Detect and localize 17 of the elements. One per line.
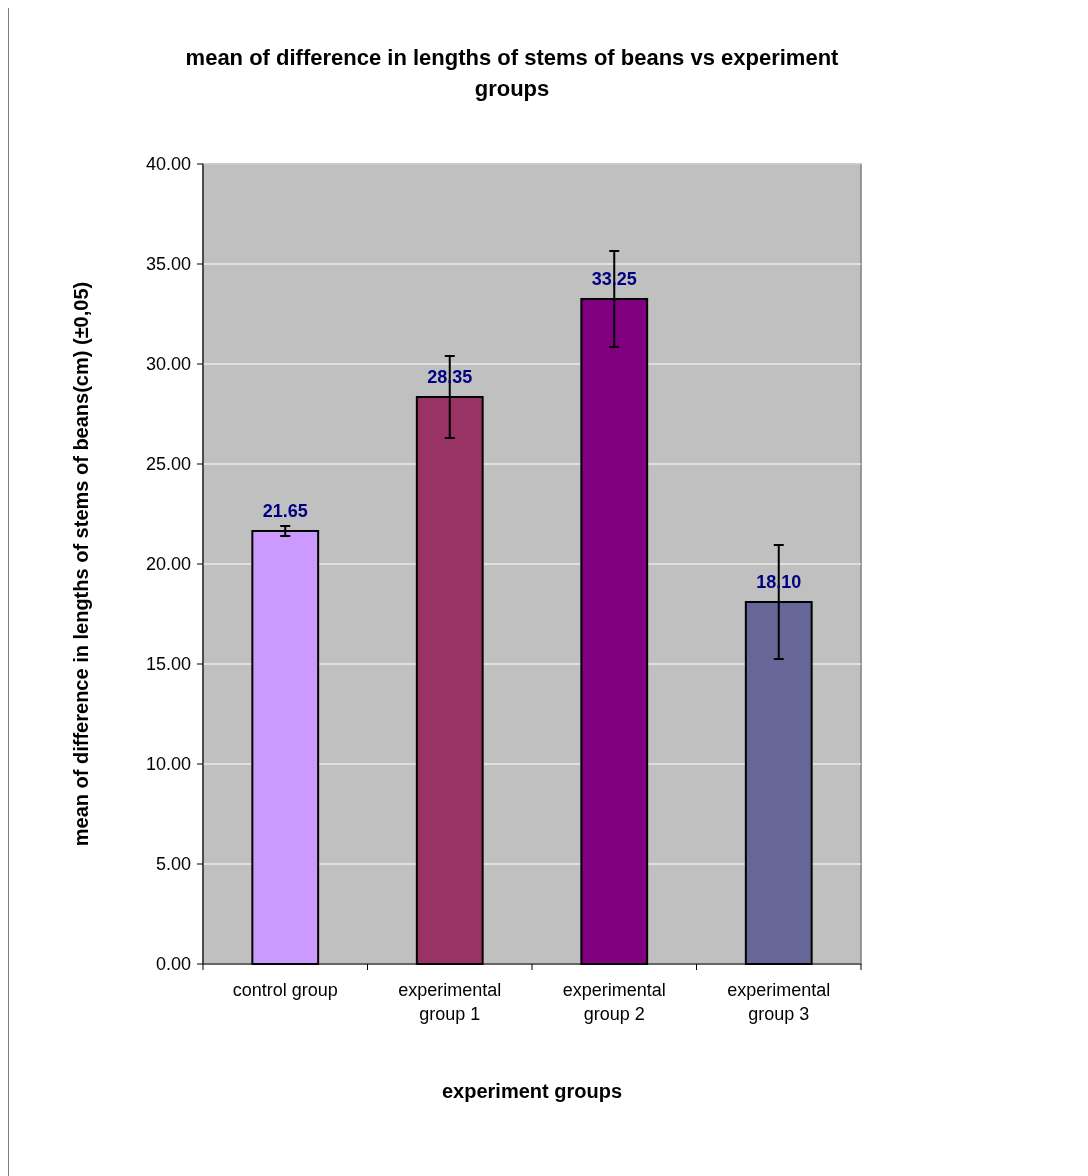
- y-tick-label: 25.00: [145, 454, 191, 475]
- chart-title: mean of difference in lengths of stems of beans vs experiment groups: [185, 45, 840, 101]
- y-tick-label: 40.00: [145, 154, 191, 175]
- x-tick-label: control group: [232, 980, 338, 1000]
- y-axis-title: mean of difference in lengths of stems of beans(cm) (±0,05): [70, 281, 92, 847]
- y-tick-label: 0.00: [155, 954, 191, 975]
- y-tick-label: 10.00: [145, 754, 191, 775]
- y-tick-label: 5.00: [155, 854, 191, 875]
- x-tick-label: experimental group 3: [727, 980, 831, 1024]
- x-tick-label: experimental group 2: [562, 980, 666, 1024]
- y-tick-label: 15.00: [145, 654, 191, 675]
- x-axis-title: experiment groups: [441, 1080, 623, 1102]
- y-tick-label: 30.00: [145, 354, 191, 375]
- y-tick-label: 20.00: [145, 554, 191, 575]
- y-tick-label: 35.00: [145, 254, 191, 275]
- data-label: 21.65: [262, 501, 308, 521]
- x-tick-label: experimental group 1: [398, 980, 502, 1024]
